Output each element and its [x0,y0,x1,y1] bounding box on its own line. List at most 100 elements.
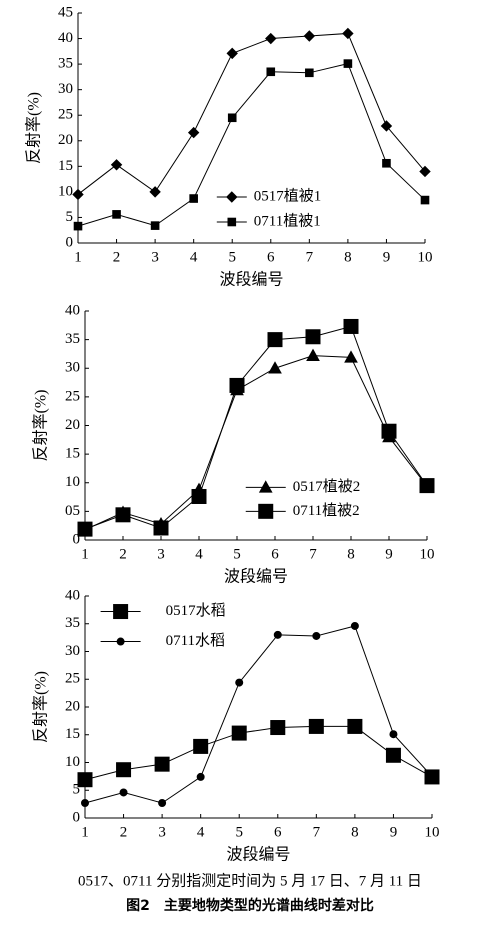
figure-title: 图2 主要地物类型的光谱曲线时差对比 [126,897,374,914]
legend-marker [113,604,129,620]
y-tick-label: 25 [65,388,80,404]
y-tick-label: 30 [65,360,80,376]
y-axis-label: 反射率(%) [32,671,50,743]
y-tick-label: 0 [73,531,81,547]
data-point [77,521,93,537]
y-tick-label: 30 [65,643,80,659]
data-point [308,718,324,734]
data-point [196,772,205,781]
data-point [119,788,128,797]
data-point [149,186,161,198]
y-tick-label: 40 [65,587,80,603]
data-point [350,621,359,630]
y-tick-label: 40 [58,30,73,46]
legend-label: 0517水稻 [166,602,226,619]
x-tick-label: 4 [195,546,203,562]
legend-marker [258,503,274,519]
data-point [305,68,314,78]
y-tick-label: 40 [65,302,80,318]
x-tick-label: 10 [420,546,435,562]
y-tick-label: 0 [66,234,74,250]
x-tick-label: 7 [306,249,314,265]
caption: 0517、0711 分别指测定时间为 5 月 17 日、7 月 11 日 [78,872,422,889]
data-point [110,159,123,171]
data-point [226,47,238,60]
x-tick-label: 1 [81,824,89,840]
data-point [266,67,276,77]
data-point [158,799,167,808]
data-point [187,126,200,139]
data-point [229,377,245,393]
y-tick-label: 15 [58,158,73,174]
x-tick-label: 6 [274,824,282,840]
legend-label: 0517植被2 [293,478,361,495]
y-tick-label: 35 [65,615,80,631]
y-tick-label: 0 [73,809,81,825]
data-point [189,194,198,203]
y-tick-label: 20 [65,417,80,433]
x-axis-label: 波段编号 [219,271,283,289]
legend-label: 0711植被2 [293,502,360,519]
x-tick-label: 6 [267,249,275,265]
data-point [382,158,391,168]
legend-marker [227,217,237,227]
data-point [380,120,393,132]
x-tick-label: 9 [390,824,398,840]
x-tick-label: 4 [197,824,205,840]
series-line [84,325,428,530]
data-point [77,772,93,788]
data-point [305,329,321,345]
data-point [116,762,132,778]
series-line [77,32,426,195]
data-point [231,725,247,741]
legend-marker [116,637,125,646]
y-tick-label: 5 [66,209,74,225]
y-tick-label: 25 [58,107,73,123]
data-point [73,221,83,231]
data-point [343,318,359,334]
y-tick-label: 15 [65,726,80,742]
x-tick-label: 8 [347,546,355,562]
data-point [342,27,354,40]
data-point [81,799,89,808]
x-tick-label: 7 [309,546,317,562]
data-point [381,423,397,439]
data-point [153,520,169,536]
y-tick-label: 20 [58,132,73,148]
x-tick-label: 7 [313,824,321,840]
data-point [306,348,320,361]
data-point [385,747,401,763]
data-point [112,210,121,219]
x-axis-label: 波段编号 [224,568,288,586]
data-point [303,30,316,42]
data-point [154,756,170,772]
legend-marker [258,480,273,493]
y-axis-label: 反射率(%) [25,92,43,164]
data-point [265,32,277,45]
x-tick-label: 5 [233,546,241,562]
x-tick-label: 2 [119,546,127,562]
data-point [389,730,398,739]
x-tick-label: 2 [120,824,128,840]
data-point [72,188,84,201]
series-line [84,625,433,804]
y-tick-label: 35 [65,331,80,347]
y-tick-label: 45 [58,4,73,20]
data-point [227,113,237,123]
x-tick-label: 3 [158,824,166,840]
y-tick-label: 30 [58,81,73,97]
x-tick-label: 9 [383,249,391,265]
data-point [428,772,436,781]
y-tick-label: 10 [65,474,80,490]
data-point [344,350,358,363]
x-tick-label: 8 [351,824,359,840]
data-point [235,678,244,687]
x-tick-label: 6 [271,546,279,562]
x-tick-label: 8 [344,249,352,265]
data-point [343,59,353,68]
data-point [419,165,431,178]
series-line [77,63,426,227]
y-axis-label: 反射率(%) [32,390,50,462]
data-point [347,718,363,734]
